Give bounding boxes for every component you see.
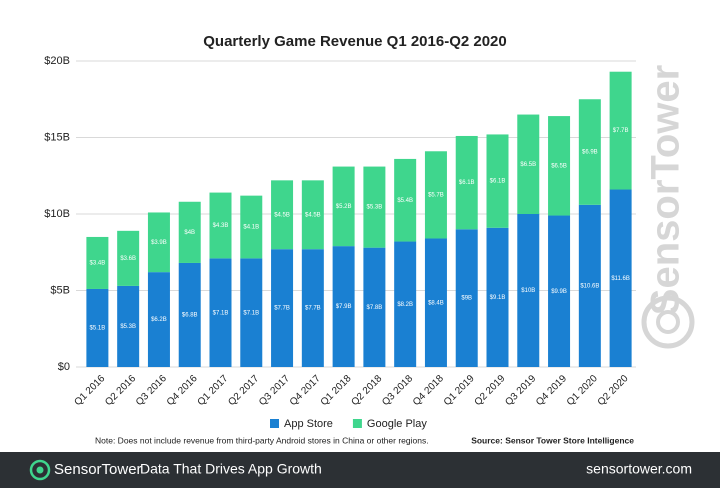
footer-bar [0, 452, 720, 488]
data-label: $8.4B [428, 300, 444, 306]
data-label: $5.7B [428, 192, 444, 198]
data-label: $3.4B [90, 261, 106, 267]
bar-segment [240, 258, 263, 367]
data-label: $11.6B [611, 276, 630, 282]
bar-segment [424, 151, 447, 239]
bar-segment [394, 158, 417, 242]
source: Source: Sensor Tower Store Intelligence [471, 435, 634, 445]
data-label: $9B [461, 296, 472, 302]
bar-segment [117, 230, 140, 286]
data-label: $9.9B [551, 289, 567, 295]
bar-segment [301, 180, 324, 250]
data-label: $7.1B [213, 310, 229, 316]
bar-segment [363, 247, 386, 367]
footer-tagline: Data That Drives App Growth [140, 461, 322, 477]
bar-segment [86, 236, 109, 289]
legend-swatch [352, 419, 362, 428]
bar-segment [178, 201, 201, 263]
data-label: $6.1B [459, 180, 475, 186]
data-label: $5.2B [336, 204, 352, 210]
bar-segment [209, 192, 232, 259]
y-tick-label: $10B [44, 208, 70, 220]
bar-segment [517, 214, 540, 367]
data-label: $4.5B [274, 212, 290, 218]
bar-segment [455, 229, 478, 367]
bar-segment [609, 189, 632, 367]
watermark-logo [641, 295, 695, 349]
bar-segment [147, 272, 170, 367]
data-label: $6.2B [151, 317, 167, 323]
bar-segment [271, 180, 294, 250]
y-tick-label: $15B [44, 131, 70, 143]
footer-brand: SensorTower [54, 461, 142, 478]
data-label: $6.8B [182, 313, 198, 319]
bar-segment [271, 249, 294, 367]
data-label: $7.7B [305, 306, 321, 312]
bar-segment [517, 114, 540, 214]
bar-segment [117, 285, 140, 367]
y-tick-label: $0 [58, 361, 70, 373]
legend-swatch [270, 419, 279, 428]
footer-url: sensortower.com [586, 461, 692, 477]
bar-segment [578, 99, 601, 205]
y-tick-label: $20B [44, 55, 70, 67]
bar-segment [486, 134, 509, 228]
bar-segment [455, 135, 478, 230]
data-label: $4.3B [213, 223, 229, 229]
data-label: $7.7B [274, 306, 290, 312]
data-label: $10.6B [580, 283, 599, 289]
legend-label: Google Play [367, 418, 427, 430]
bar-segment [424, 238, 447, 367]
data-label: $5.4B [397, 198, 413, 204]
bar-segment [363, 166, 386, 248]
bar-segment [86, 288, 109, 367]
bar-segment [394, 241, 417, 367]
bar-segment [609, 71, 632, 190]
data-label: $5.3B [367, 205, 383, 211]
data-label: $7.8B [367, 305, 383, 311]
data-label: $4.1B [243, 225, 259, 231]
bar-segment [301, 249, 324, 367]
bar-segment [240, 195, 263, 259]
y-tick-label: $5B [50, 284, 70, 296]
data-label: $6.9B [582, 150, 598, 156]
data-label: $9.1B [490, 295, 506, 301]
data-label: $10B [521, 288, 535, 294]
chart-title: Quarterly Game Revenue Q1 2016-Q2 2020 [203, 33, 507, 50]
bar-segment [548, 116, 571, 216]
data-label: $8.2B [397, 302, 413, 308]
data-label: $7.7B [613, 128, 629, 134]
bar-segment [332, 246, 355, 367]
data-label: $4.5B [305, 212, 321, 218]
legend-label: App Store [284, 418, 333, 430]
bar-segment [332, 166, 355, 247]
bar-segment [209, 258, 232, 367]
data-label: $6.5B [551, 163, 567, 169]
footer-logo [29, 459, 51, 481]
data-label: $7.1B [243, 310, 259, 316]
data-label: $6.1B [490, 179, 506, 185]
bar-segment [578, 204, 601, 367]
data-label: $7.9B [336, 304, 352, 310]
data-label: $6.5B [520, 162, 536, 168]
watermark: SensorTower [644, 65, 688, 315]
data-label: $3.9B [151, 240, 167, 246]
data-label: $5.3B [120, 324, 136, 330]
note: Note: Does not include revenue from thir… [95, 435, 429, 445]
bar-segment [486, 227, 509, 367]
data-label: $5.1B [90, 326, 106, 332]
bar-segment [178, 262, 201, 367]
data-label: $4B [184, 230, 195, 236]
bar-segment [147, 212, 170, 273]
bar-segment [548, 215, 571, 367]
data-label: $3.6B [120, 256, 136, 262]
